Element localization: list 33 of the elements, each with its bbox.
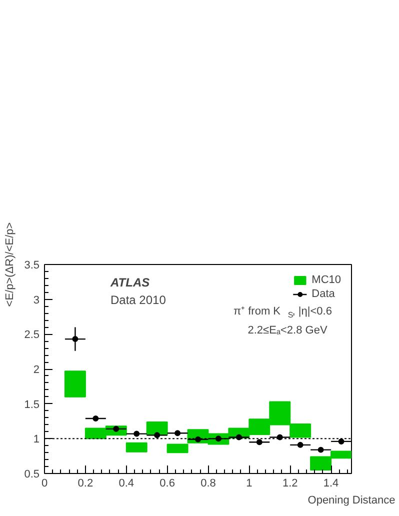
- x-tick-label: 0: [41, 478, 48, 490]
- x-tick-label: 1: [246, 478, 252, 490]
- y-tick-label: 1.5: [24, 398, 40, 411]
- y-tick-label: 3.5: [24, 260, 40, 272]
- y-tick-label: 2: [33, 364, 40, 376]
- x-tick-label: 0.8: [200, 478, 216, 490]
- y-tick-label: 2.5: [24, 329, 40, 342]
- annotation: 2.2≤Eₐ<2.8 GeV: [248, 324, 328, 336]
- point: [72, 336, 78, 342]
- bar: [126, 442, 148, 452]
- annotation: Data 2010: [110, 293, 166, 308]
- point: [134, 430, 140, 437]
- y-axis-title: <E/p>(ΔR)/<E/p>: [4, 222, 16, 307]
- x-tick-label: 1.2: [282, 478, 298, 490]
- y-tick-label: 3: [33, 294, 40, 306]
- point: [92, 415, 99, 422]
- x-axis-title: Opening Distance: [308, 494, 396, 506]
- legend-label: MC10: [312, 274, 341, 286]
- x-tick-label: 0.6: [160, 478, 175, 490]
- point: [318, 446, 324, 453]
- point: [338, 438, 344, 444]
- legend-label: Data: [312, 288, 335, 300]
- y-tick-label: 1: [33, 434, 40, 446]
- point: [297, 442, 304, 448]
- y-tick-label: 0.5: [24, 468, 40, 480]
- x-tick-label: 0.2: [78, 478, 94, 490]
- point: [154, 432, 160, 438]
- point: [174, 430, 181, 436]
- point: [256, 439, 262, 446]
- x-tick-label: 1.4: [323, 478, 339, 490]
- x-tick-label: 0.4: [118, 478, 134, 490]
- annotation: ATLAS: [110, 275, 150, 290]
- bar: [64, 370, 86, 398]
